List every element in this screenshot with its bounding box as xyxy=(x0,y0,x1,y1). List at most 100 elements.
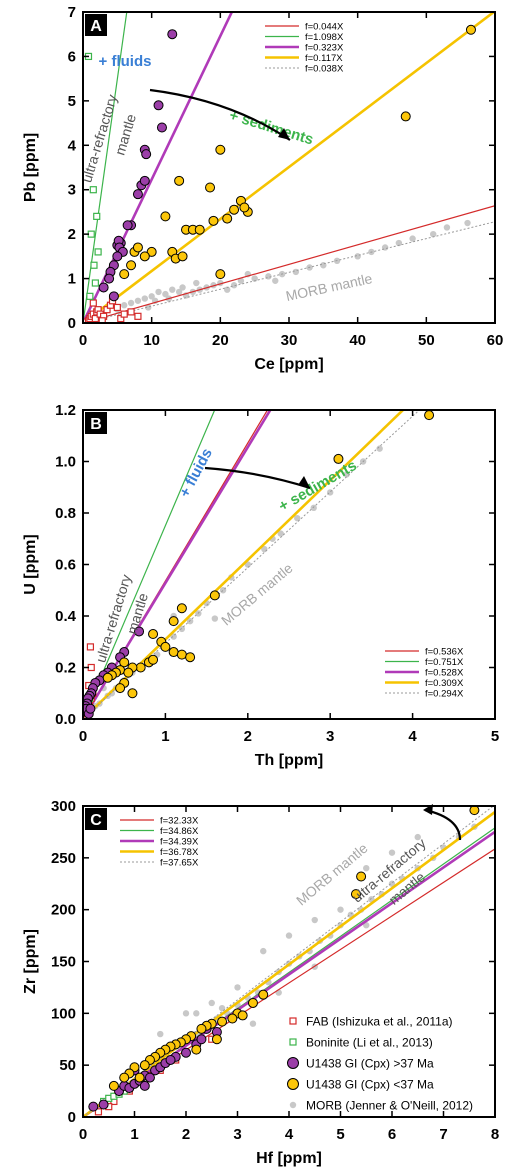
gi-old-point xyxy=(112,251,123,262)
gi-old-point xyxy=(144,1072,155,1083)
y-tick-label: 0 xyxy=(68,1109,76,1126)
y-tick-label: 0.4 xyxy=(55,608,77,625)
legend-marker-morb xyxy=(289,1101,297,1109)
morb-point xyxy=(251,275,258,282)
gi-young-point xyxy=(222,213,233,224)
gi-young-point xyxy=(160,641,171,652)
gi-young-point xyxy=(127,688,138,699)
data-layer xyxy=(83,12,495,323)
x-tick-label: 20 xyxy=(212,332,229,349)
x-tick-label: 0 xyxy=(79,728,87,745)
morb-point xyxy=(170,633,177,640)
legend-symbol-label: U1438 GI (Cpx) >37 Ma xyxy=(306,1057,434,1071)
morb-point xyxy=(134,297,142,304)
morb-point xyxy=(464,219,471,227)
chart-panel-a: 0 10 20 30 40 50 60 0 1 2 3 4 5 6 7 Ce [ppm] Pb [ppm] A + … xyxy=(22,4,503,373)
panel-label: C xyxy=(90,812,102,829)
morb-point xyxy=(175,288,183,296)
gi-young-point xyxy=(465,24,476,35)
morb-point xyxy=(148,293,155,300)
arrow-head xyxy=(278,128,290,140)
gi-young-point xyxy=(126,260,137,271)
morb-point xyxy=(249,1020,257,1027)
y-tick-label: 3 xyxy=(68,182,76,199)
morb-point xyxy=(193,279,200,287)
fab-point xyxy=(127,308,135,316)
gi-young-point xyxy=(148,629,159,640)
gi-young-point xyxy=(227,1013,238,1024)
gi-young-point xyxy=(215,269,226,280)
fab-point xyxy=(89,299,97,307)
x-tick-label: 10 xyxy=(143,332,160,349)
gi-young-point xyxy=(205,182,216,193)
fab-point xyxy=(87,663,95,672)
gi-young-point xyxy=(119,657,130,668)
gi-old-point xyxy=(141,149,152,160)
gi-young-point xyxy=(146,246,157,257)
morb-point xyxy=(395,239,403,247)
x-tick-label: 8 xyxy=(491,1126,499,1143)
panel-label: B xyxy=(90,416,102,433)
gi-old-point xyxy=(122,220,133,231)
morb-point xyxy=(310,504,317,512)
gi-young-point xyxy=(174,175,185,186)
annotation-text: + fluids xyxy=(99,53,152,70)
legend-symbols: FAB (Ishizuka et al., 2011a) Boninite (Li… xyxy=(287,1015,473,1113)
gi-young-point xyxy=(132,242,143,253)
legend-line-label: f=0.323X xyxy=(305,43,344,54)
x-tick-label: 30 xyxy=(281,332,298,349)
gi-young-point xyxy=(185,652,196,663)
gi-young-point xyxy=(168,647,179,658)
x-tick-label: 50 xyxy=(418,332,435,349)
morb-point xyxy=(311,916,318,924)
morb-point xyxy=(285,932,293,939)
annotation-text: MORB mantle xyxy=(218,560,296,629)
fit-line-f0117x xyxy=(83,12,495,323)
fit-line-f0309x xyxy=(83,410,405,719)
annotation-text: MORB mantle xyxy=(284,270,374,304)
morb-point xyxy=(376,445,383,452)
y-tick-label: 4 xyxy=(68,137,77,154)
legend-line-label: f=0.528X xyxy=(425,668,464,679)
y-tick-label: 50 xyxy=(59,1057,76,1074)
morb-point xyxy=(193,1010,200,1017)
morb-point xyxy=(343,471,350,478)
gi-young-point xyxy=(209,590,220,601)
morb-point xyxy=(169,286,176,293)
gi-young-point xyxy=(333,453,344,464)
x-tick-label: 4 xyxy=(285,1126,294,1143)
gi-young-point xyxy=(119,269,130,280)
morb-point xyxy=(327,489,334,496)
morb-point xyxy=(443,224,451,231)
morb-point xyxy=(277,530,284,537)
y-tick-label: 0 xyxy=(68,315,76,332)
morb-point xyxy=(294,514,301,522)
panel-label-box xyxy=(85,808,107,830)
fab-point xyxy=(86,643,95,651)
fab-point xyxy=(98,317,106,323)
morb-point xyxy=(230,282,238,289)
morb-point xyxy=(409,235,416,242)
gi-young-point xyxy=(208,215,219,226)
annotation-text: + fluids xyxy=(176,446,216,501)
fab-point xyxy=(91,314,99,323)
y-tick-label: 7 xyxy=(68,4,76,21)
y-tick-label: 250 xyxy=(51,850,76,867)
gi-old-point xyxy=(88,1101,99,1112)
fab-point xyxy=(134,312,142,320)
morb-point xyxy=(363,922,370,929)
gi-old-point xyxy=(139,175,150,186)
x-tick-label: 2 xyxy=(182,1126,190,1143)
gi-young-point xyxy=(176,649,187,660)
morb-point xyxy=(260,947,267,955)
legend-line-label: f=0.294X xyxy=(425,689,464,700)
morb-point xyxy=(414,833,421,841)
morb-point xyxy=(218,1004,226,1012)
y-tick-label: 6 xyxy=(68,48,76,65)
panel-label-box xyxy=(85,412,107,434)
legend-line-label: f=36.78X xyxy=(160,847,199,858)
gi-old-point xyxy=(139,1080,150,1091)
morb-point xyxy=(272,277,279,284)
y-tick-label: 300 xyxy=(51,798,76,815)
gi-young-point xyxy=(176,603,187,614)
